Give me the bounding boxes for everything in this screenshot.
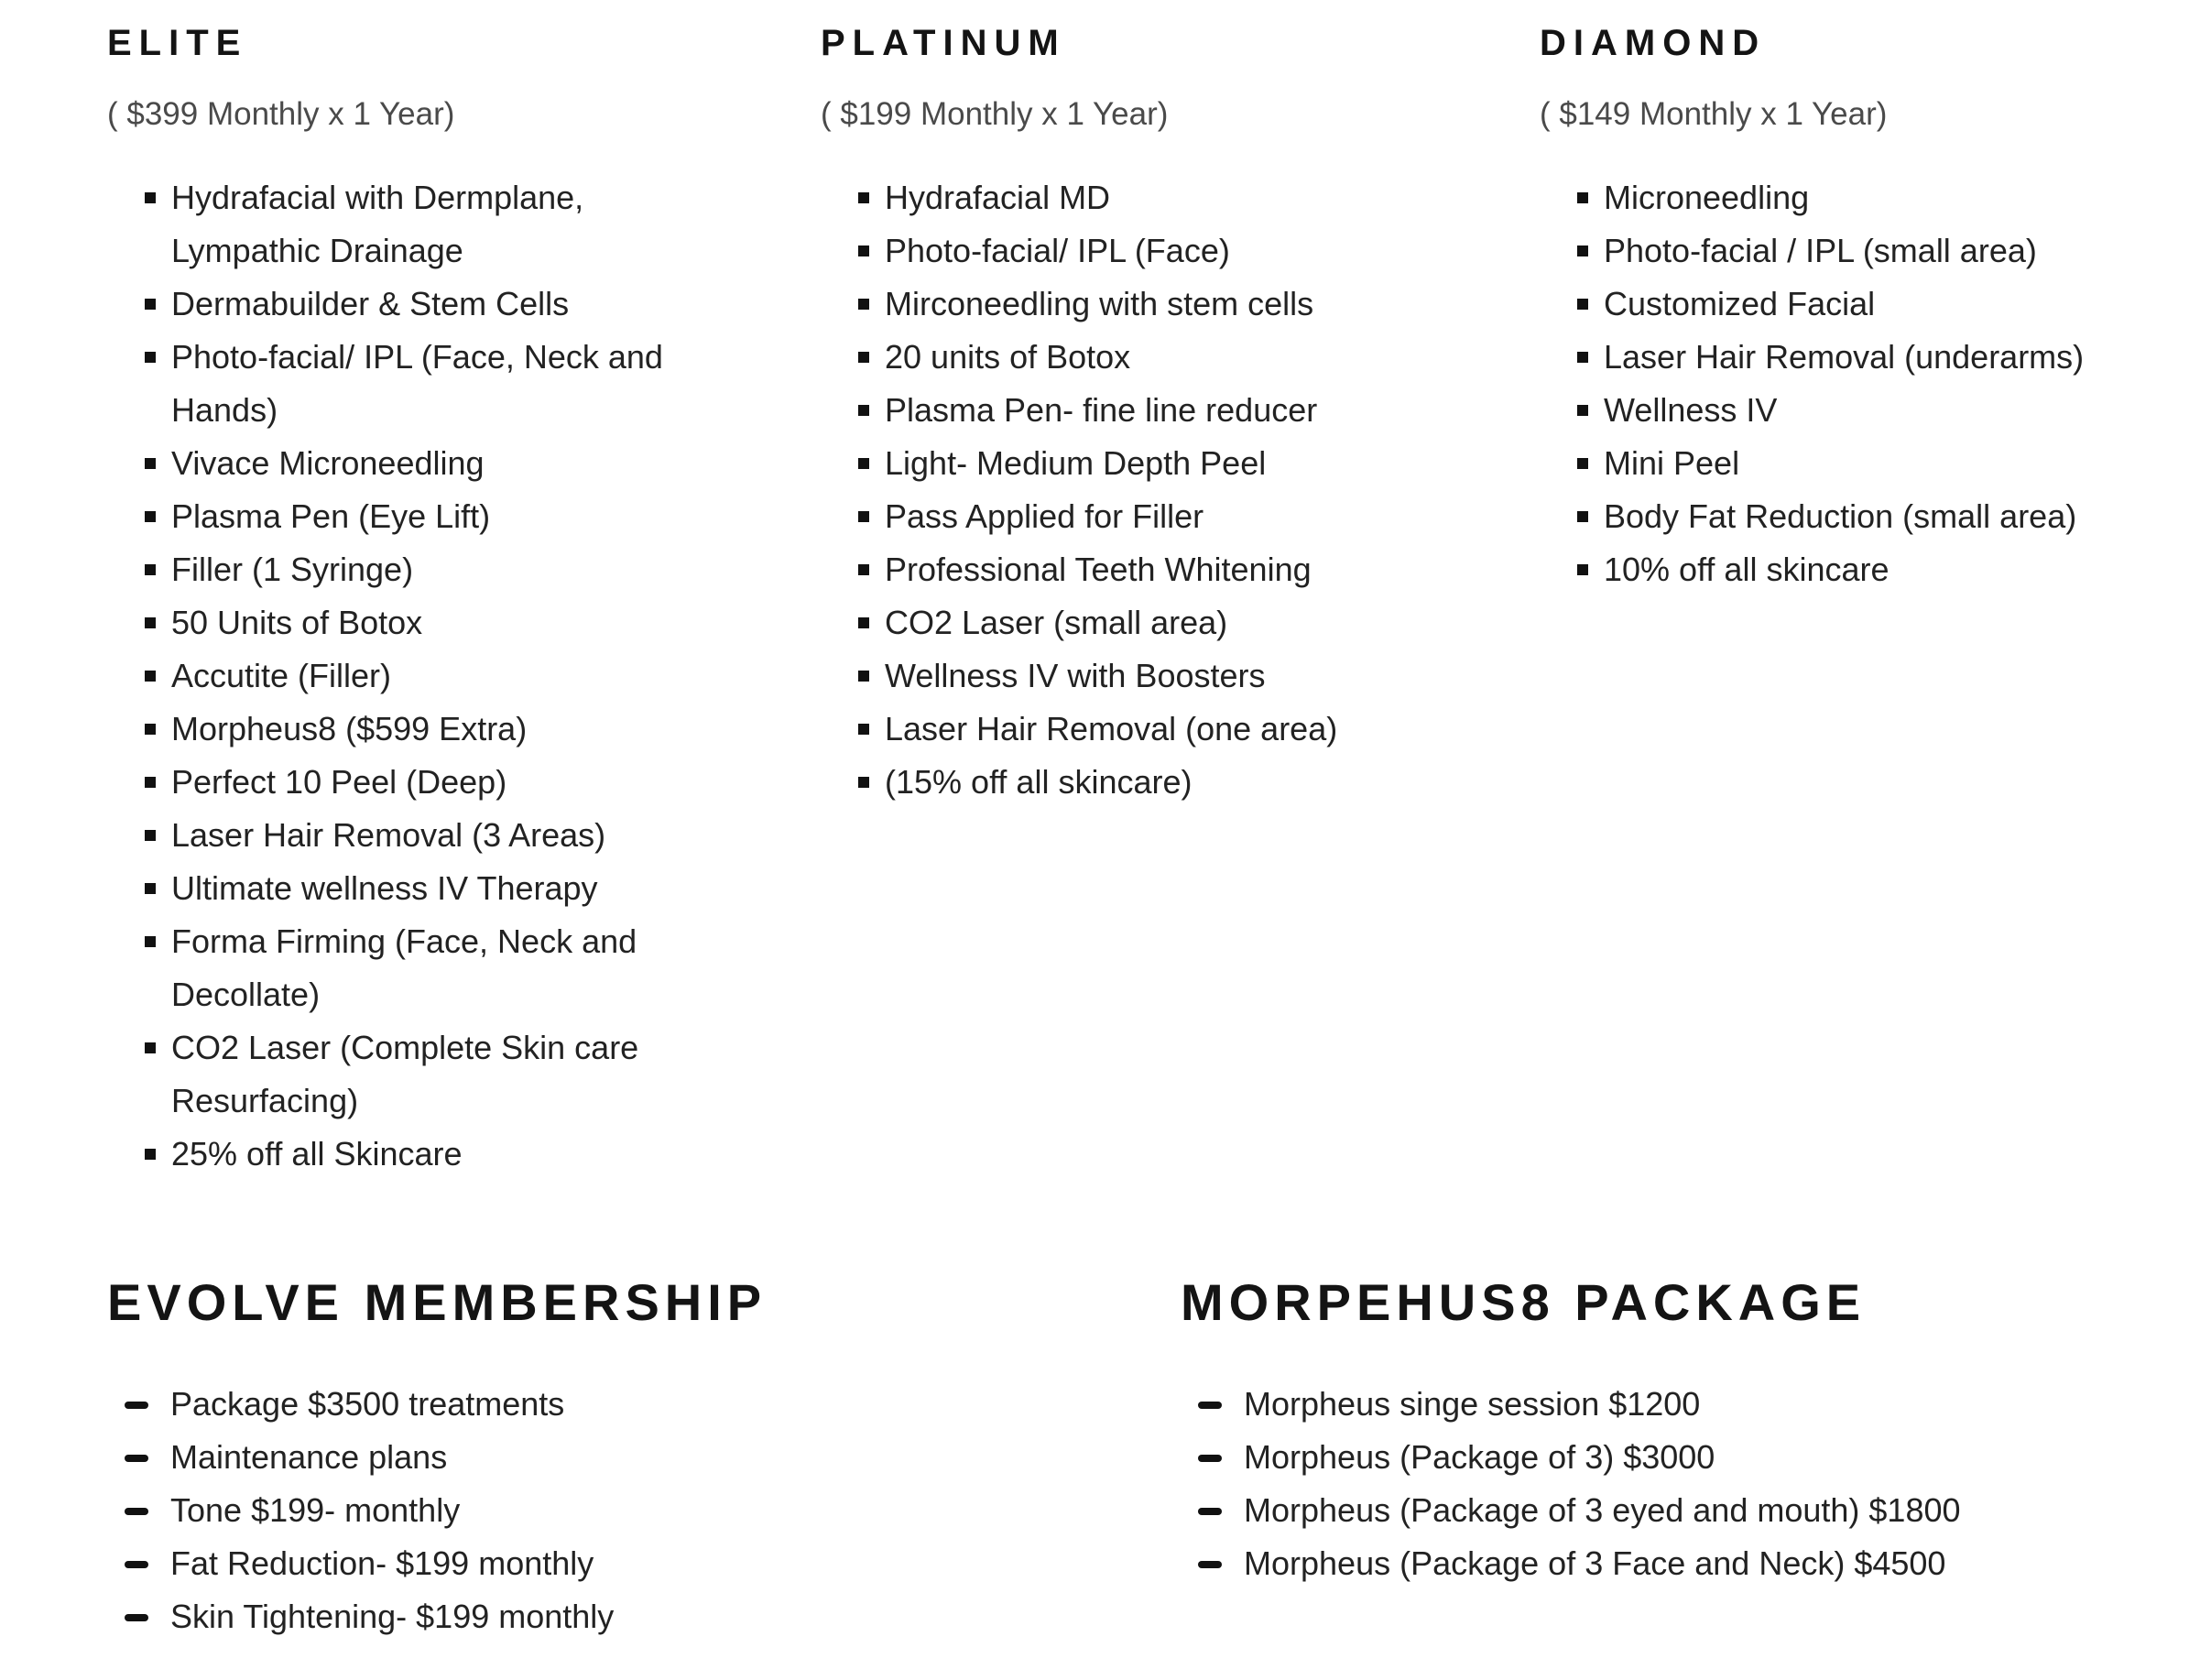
benefit-item: Dermabuilder & Stem Cells <box>107 278 739 331</box>
morpheus8-items-list: Morpheus singe session $1200 Morpheus (Pa… <box>1181 1378 2142 1590</box>
tier-benefits-platinum: Hydrafacial MD Photo-facial/ IPL (Face) Mi… <box>821 171 1453 809</box>
tier-card-diamond: DIAMOND ( $149 Monthly x 1 Year) Microne… <box>1540 25 2172 596</box>
tier-card-elite: ELITE ( $399 Monthly x 1 Year) Hydrafaci… <box>107 25 739 1181</box>
tier-name-diamond: DIAMOND <box>1540 23 1767 63</box>
benefit-item: Laser Hair Removal (3 Areas) <box>107 809 739 862</box>
list-item: Package $3500 treatments <box>107 1378 1069 1431</box>
benefit-item: Perfect 10 Peel (Deep) <box>107 756 739 809</box>
benefit-item: Light- Medium Depth Peel <box>821 437 1453 490</box>
benefit-item: Professional Teeth Whitening <box>821 543 1453 596</box>
tier-price-platinum: ( $199 Monthly x 1 Year) <box>821 96 1169 132</box>
benefit-item: Forma Firming (Face, Neck and Decollate) <box>107 915 739 1021</box>
evolve-items-list: Package $3500 treatments Maintenance plan… <box>107 1378 1069 1643</box>
benefit-item: Plasma Pen- fine line reducer <box>821 384 1453 437</box>
benefit-item: Body Fat Reduction (small area) <box>1540 490 2172 543</box>
benefit-item: CO2 Laser (Complete Skin care Resurfacin… <box>107 1021 739 1128</box>
benefit-item: Pass Applied for Filler <box>821 490 1453 543</box>
tier-benefits-elite: Hydrafacial with Dermplane, Lympathic Dr… <box>107 171 739 1181</box>
tier-name-elite: ELITE <box>107 23 248 63</box>
list-item: Morpheus singe session $1200 <box>1181 1378 2142 1431</box>
section-title-morpheus8: MORPEHUS8 PACKAGE <box>1181 1273 1867 1331</box>
benefit-item: Plasma Pen (Eye Lift) <box>107 490 739 543</box>
benefit-item: Mini Peel <box>1540 437 2172 490</box>
list-item: Tone $199- monthly <box>107 1484 1069 1537</box>
benefit-item: Filler (1 Syringe) <box>107 543 739 596</box>
benefit-item: Morpheus8 ($599 Extra) <box>107 703 739 756</box>
benefit-item: Ultimate wellness IV Therapy <box>107 862 739 915</box>
tier-benefits-diamond: Microneedling Photo-facial / IPL (small a… <box>1540 171 2172 596</box>
benefit-item: 50 Units of Botox <box>107 596 739 649</box>
list-item: Morpheus (Package of 3 eyed and mouth) $… <box>1181 1484 2142 1537</box>
benefit-item: 25% off all Skincare <box>107 1128 739 1181</box>
list-item: Morpheus (Package of 3) $3000 <box>1181 1431 2142 1484</box>
benefit-item: Accutite (Filler) <box>107 649 739 703</box>
section-evolve-membership: EVOLVE MEMBERSHIP Package $3500 treatmen… <box>107 1277 1069 1643</box>
section-morpheus8-package: MORPEHUS8 PACKAGE Morpheus singe session… <box>1181 1277 2142 1590</box>
benefit-item: Photo-facial / IPL (small area) <box>1540 224 2172 278</box>
benefit-item: 20 units of Botox <box>821 331 1453 384</box>
benefit-item: Photo-facial/ IPL (Face, Neck and Hands) <box>107 331 739 437</box>
tier-card-platinum: PLATINUM ( $199 Monthly x 1 Year) Hydraf… <box>821 25 1453 809</box>
tier-price-elite: ( $399 Monthly x 1 Year) <box>107 96 455 132</box>
benefit-item: Hydrafacial MD <box>821 171 1453 224</box>
benefit-item: 10% off all skincare <box>1540 543 2172 596</box>
list-item: Skin Tightening- $199 monthly <box>107 1590 1069 1643</box>
list-item: Fat Reduction- $199 monthly <box>107 1537 1069 1590</box>
benefit-item: Wellness IV with Boosters <box>821 649 1453 703</box>
benefit-item: Wellness IV <box>1540 384 2172 437</box>
benefit-item: CO2 Laser (small area) <box>821 596 1453 649</box>
benefit-item: Mirconeedling with stem cells <box>821 278 1453 331</box>
benefit-item: Laser Hair Removal (one area) <box>821 703 1453 756</box>
tier-name-platinum: PLATINUM <box>821 23 1066 63</box>
benefit-item: Vivace Microneedling <box>107 437 739 490</box>
benefit-item: (15% off all skincare) <box>821 756 1453 809</box>
benefit-item: Hydrafacial with Dermplane, Lympathic Dr… <box>107 171 739 278</box>
benefit-item: Laser Hair Removal (underarms) <box>1540 331 2172 384</box>
benefit-item: Microneedling <box>1540 171 2172 224</box>
tier-price-diamond: ( $149 Monthly x 1 Year) <box>1540 96 1888 132</box>
section-title-evolve: EVOLVE MEMBERSHIP <box>107 1273 768 1331</box>
benefit-item: Customized Facial <box>1540 278 2172 331</box>
list-item: Morpheus (Package of 3 Face and Neck) $4… <box>1181 1537 2142 1590</box>
list-item: Maintenance plans <box>107 1431 1069 1484</box>
benefit-item: Photo-facial/ IPL (Face) <box>821 224 1453 278</box>
